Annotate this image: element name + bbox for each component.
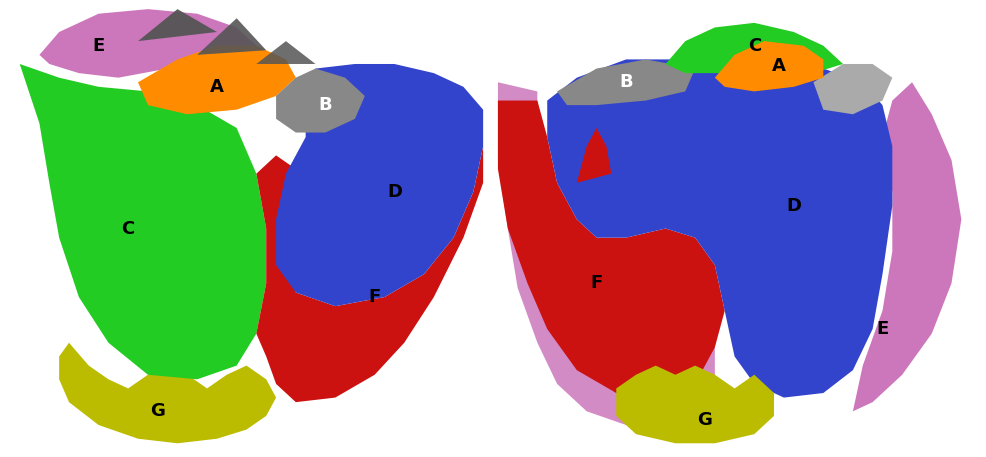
Text: D: D [387,183,402,201]
Text: F: F [369,288,381,306]
Polygon shape [276,69,365,133]
Polygon shape [853,82,961,411]
Text: A: A [210,78,224,96]
Polygon shape [557,59,695,105]
Text: B: B [619,73,633,91]
Polygon shape [616,366,774,443]
Text: G: G [697,411,713,430]
Text: C: C [747,37,761,55]
Polygon shape [20,64,266,379]
Polygon shape [59,343,276,443]
Polygon shape [547,59,892,398]
Polygon shape [498,101,725,398]
Text: E: E [93,37,105,55]
Polygon shape [138,46,296,114]
Polygon shape [715,41,823,91]
Polygon shape [577,128,611,183]
Polygon shape [138,9,217,41]
Polygon shape [256,41,316,64]
Polygon shape [39,9,256,78]
Text: D: D [786,197,802,215]
Text: E: E [877,320,888,338]
Polygon shape [276,64,483,306]
Text: A: A [772,57,786,75]
Polygon shape [666,23,843,73]
Text: G: G [150,402,166,420]
Text: F: F [591,274,602,292]
Polygon shape [197,18,266,55]
Text: C: C [121,219,135,238]
Polygon shape [498,82,715,425]
Text: B: B [318,96,332,114]
Polygon shape [256,146,483,402]
Polygon shape [813,64,892,114]
